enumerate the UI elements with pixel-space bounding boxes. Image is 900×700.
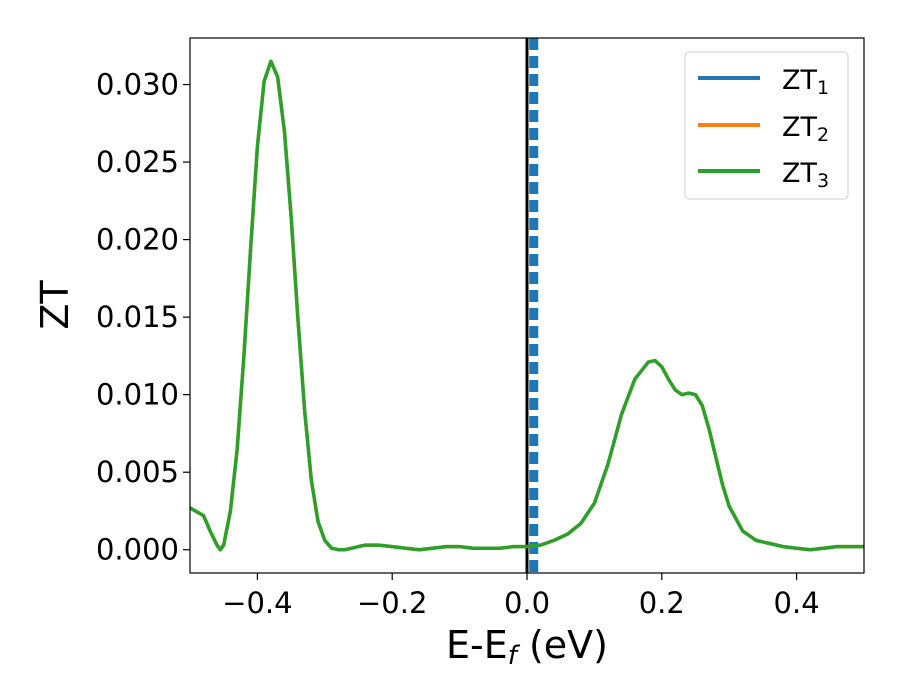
y-tick-label: 0.005	[96, 455, 179, 489]
legend-label-zt3-main: ZT	[782, 158, 817, 189]
y-axis: 0.000 0.005 0.010 0.015 0.020 0.025 0.030	[96, 68, 190, 567]
legend-label-zt2-subscript: 2	[817, 124, 829, 146]
y-axis-label: ZT	[33, 280, 77, 330]
y-tick-label: 0.000	[96, 533, 179, 567]
y-tick-label: 0.025	[96, 145, 179, 179]
x-tick-label: 0.0	[504, 586, 550, 620]
legend-label-zt1: ZT1	[782, 65, 829, 99]
x-tick-label: 0.4	[774, 586, 820, 620]
x-axis-label-main: E-E	[446, 623, 508, 667]
y-tick-label: 0.030	[96, 68, 179, 102]
x-tick-label: 0.2	[639, 586, 685, 620]
legend-label-zt1-main: ZT	[782, 65, 817, 96]
series-line-zt3	[190, 59, 864, 552]
y-tick-label: 0.015	[96, 300, 179, 334]
legend: ZT1 ZT2 ZT3	[684, 51, 849, 200]
legend-label-zt2: ZT2	[782, 112, 829, 146]
legend-label-zt3: ZT3	[782, 158, 829, 192]
legend-label-zt1-subscript: 1	[817, 77, 829, 99]
legend-frame	[684, 51, 849, 200]
x-tick-label: −0.4	[222, 586, 292, 620]
x-axis-label: E-Ef (eV)	[446, 623, 608, 671]
x-axis-label-unit: (eV)	[517, 623, 608, 667]
x-tick-label: −0.2	[357, 586, 427, 620]
legend-label-zt3-subscript: 3	[817, 170, 829, 192]
legend-label-zt2-main: ZT	[782, 112, 817, 143]
y-tick-label: 0.010	[96, 378, 179, 412]
data-layer	[190, 38, 864, 573]
y-tick-label: 0.020	[96, 223, 179, 257]
x-axis: −0.4 −0.2 0.0 0.2 0.4	[222, 573, 820, 620]
